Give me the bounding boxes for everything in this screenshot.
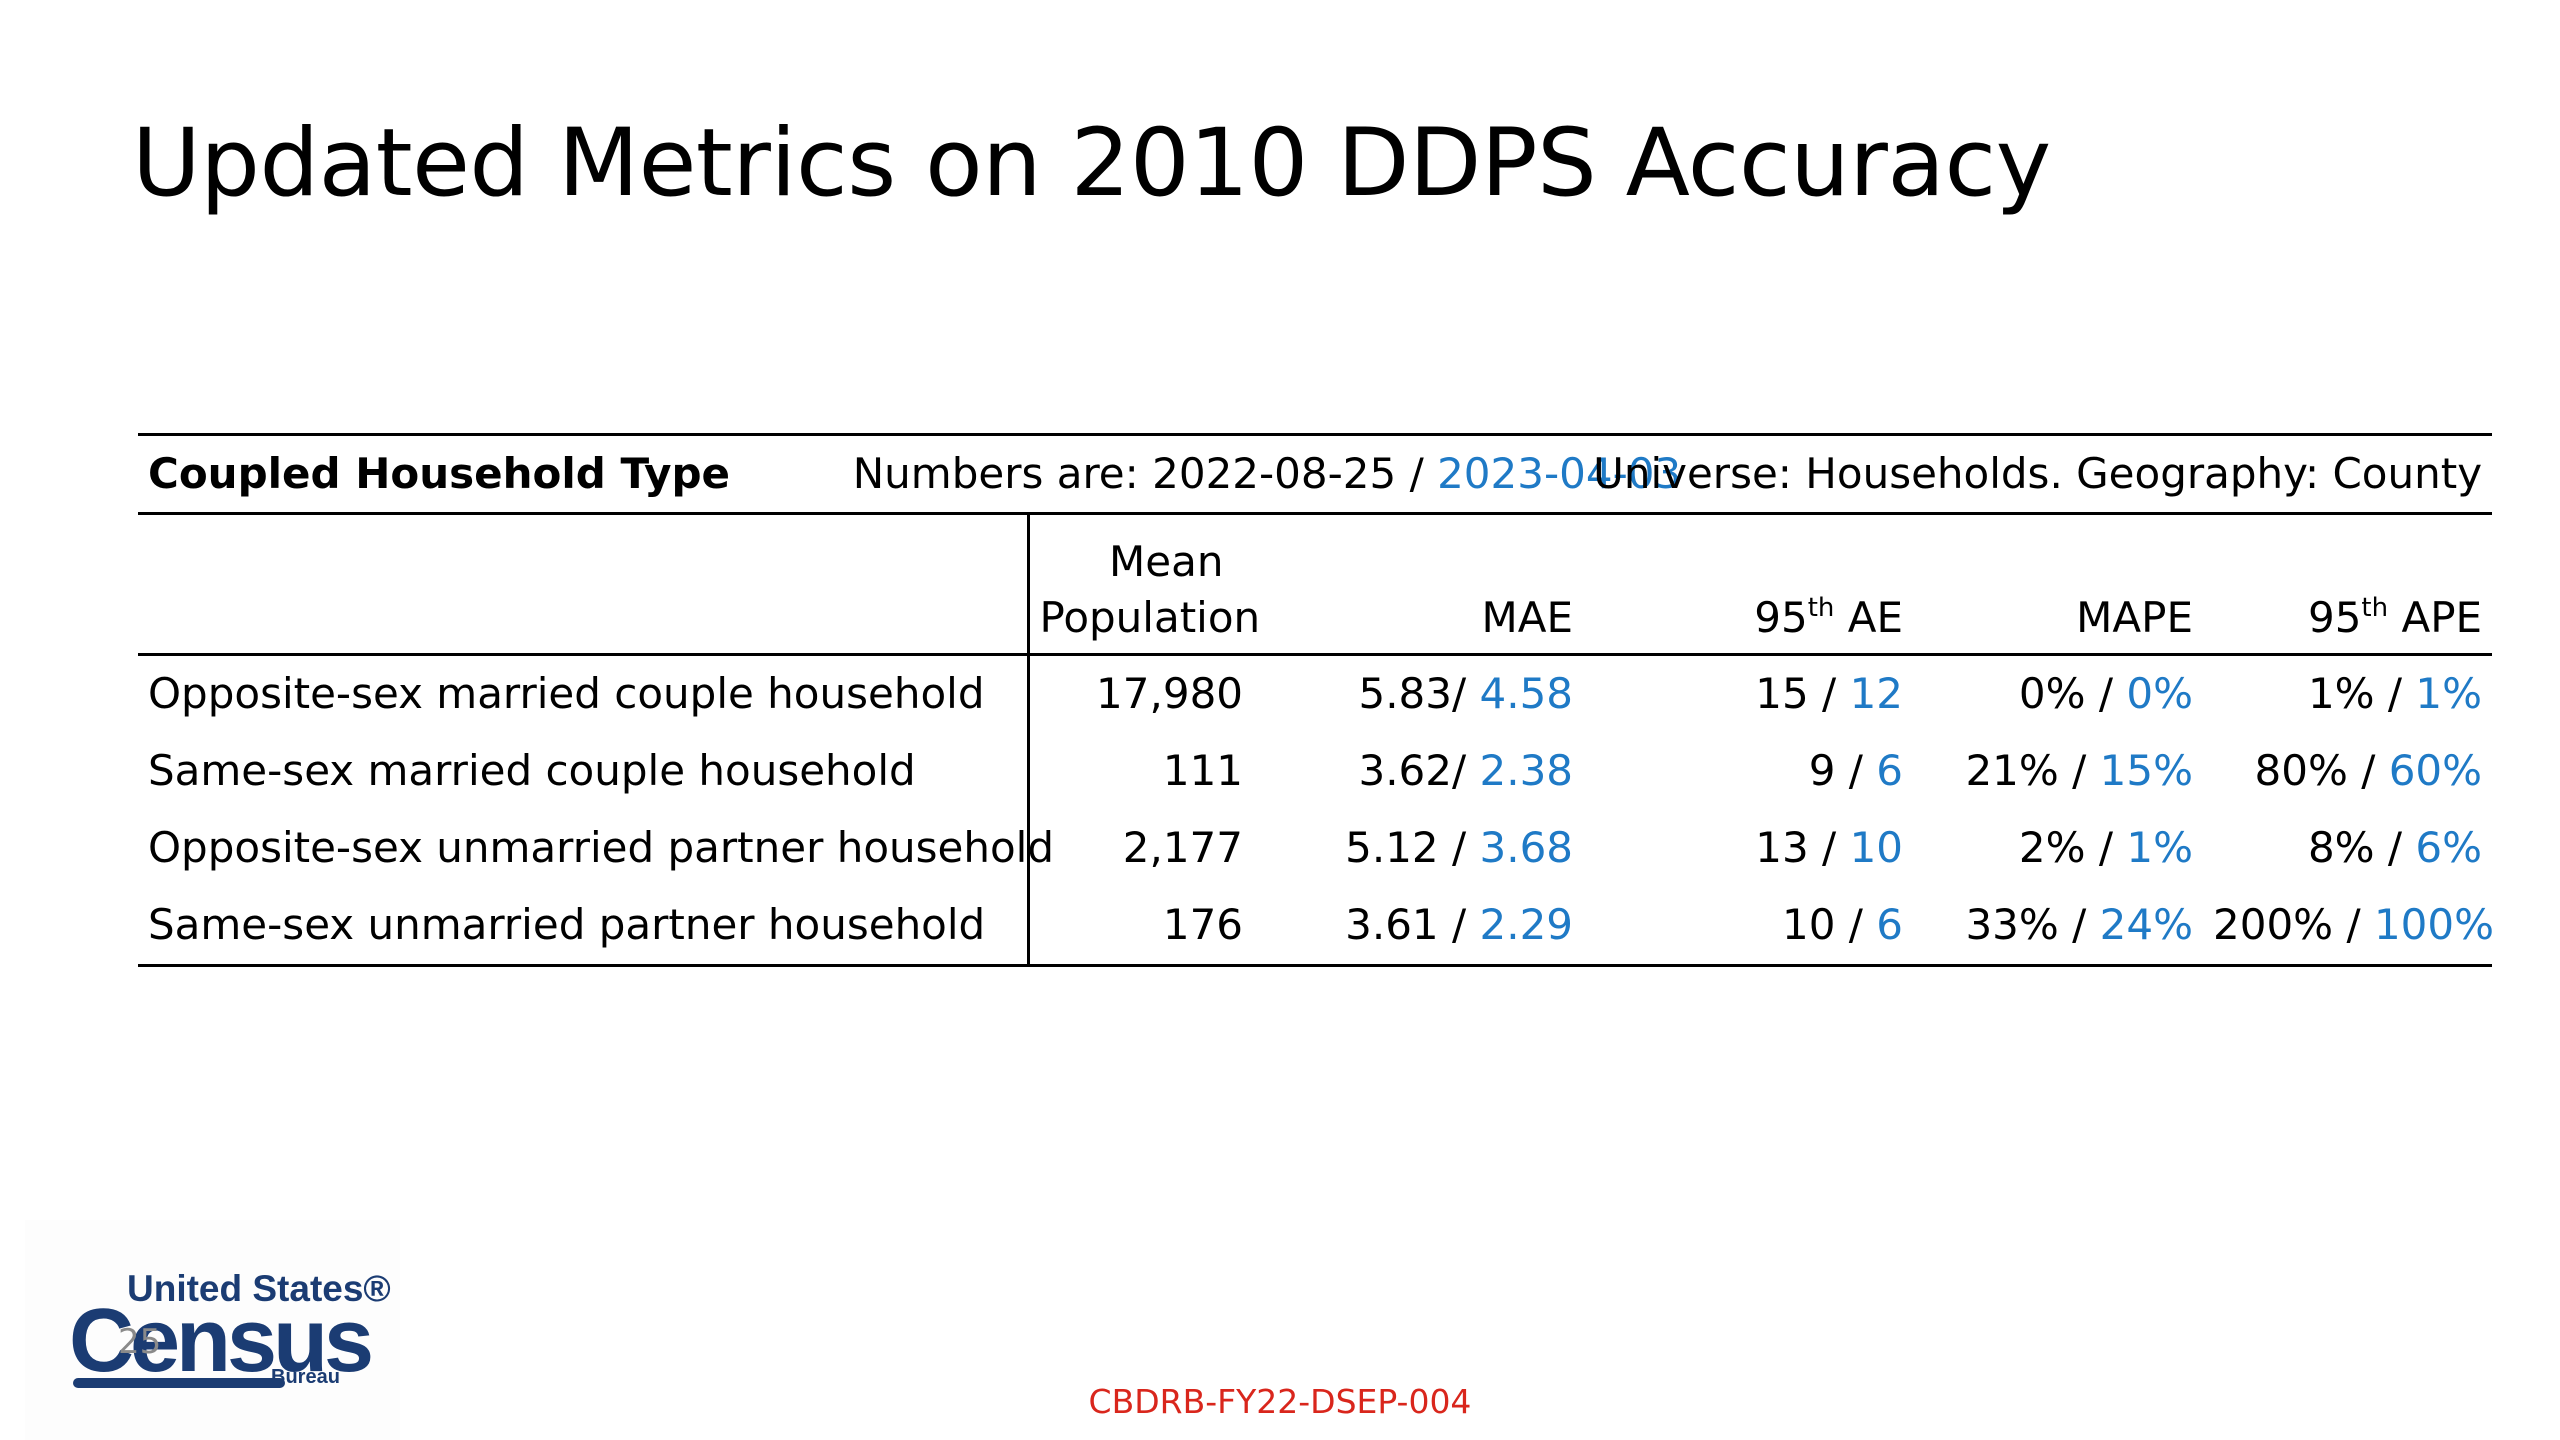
logo-census-text: Census — [69, 1291, 374, 1391]
universe-label: Universe: Households. Geography: County — [1253, 433, 2493, 515]
ape95-superscript: th — [2361, 593, 2389, 624]
logo-bureau-text: Bureau — [271, 1366, 340, 1388]
ae95-old-value: 10 / — [1781, 900, 1877, 950]
mean-population-cell: 111 — [1162, 746, 1244, 796]
column-header-row: Mean Population MAE 95th AE MAPE 95th AP… — [138, 513, 2493, 656]
ape95-cell: 200% / 100% — [2203, 887, 2495, 967]
numbers-are-label: Numbers are: 2022-08-25 / — [852, 448, 1438, 498]
logo-underline-bar — [73, 1378, 285, 1388]
mae-new-value: 2.38 — [1479, 746, 1574, 796]
ape95-old-value: 8% / — [2307, 823, 2416, 873]
mape-old-value: 33% / — [1965, 900, 2100, 950]
mae-cell: 5.12 / 3.68 — [1253, 810, 1583, 887]
ape95-old-value: 80% / — [2254, 746, 2389, 796]
household-type-label: Coupled Household Type — [148, 448, 731, 498]
mape-old-value: 0% / — [2018, 669, 2127, 719]
ae95-superscript: th — [1807, 593, 1835, 624]
slide-title: Updated Metrics on 2010 DDPS Accuracy — [132, 109, 2051, 218]
ape95-old-value: 200% / — [2213, 900, 2374, 950]
ape95-new-value: 100% — [2373, 900, 2495, 950]
mape-cell: 21% / 15% — [1913, 733, 2203, 810]
column-header-mape: MAPE — [1913, 513, 2204, 656]
mape-new-value: 0% — [2126, 669, 2194, 719]
ape95-new-value: 6% — [2415, 823, 2483, 873]
household-type-cell: Same-sex unmarried partner household — [138, 887, 1030, 967]
ape95-cell: 8% / 6% — [2203, 810, 2492, 887]
mape-old-value: 21% / — [1965, 746, 2100, 796]
mae-old-value: 5.83/ — [1358, 669, 1480, 719]
household-type-cell: Same-sex married couple household — [138, 733, 1030, 810]
mape-cell: 2% / 1% — [1913, 810, 2203, 887]
ape95-number: 95 — [2307, 593, 2362, 643]
ae95-old-value: 9 / — [1808, 746, 1877, 796]
table-row: Same-sex unmarried partner household 176… — [138, 887, 2495, 967]
ape95-cell: 1% / 1% — [2203, 655, 2492, 734]
ape95-new-value: 60% — [2388, 746, 2483, 796]
mean-population-cell: 176 — [1028, 887, 1254, 967]
ape95-cell: 80% / 60% — [2203, 733, 2492, 810]
ae95-old-value: 15 / — [1755, 669, 1850, 719]
table-row: Opposite-sex unmarried partner household… — [138, 810, 2492, 887]
mean-label: Mean — [1109, 536, 1224, 586]
household-type-cell: Opposite-sex unmarried partner household — [138, 810, 1054, 887]
mae-old-value: 5.12 / — [1345, 823, 1480, 873]
ape95-label: APE — [2388, 593, 2483, 643]
ae95-label: AE — [1834, 593, 1904, 643]
column-header-95th-ape: 95th APE — [2203, 513, 2493, 656]
mae-cell: 5.83/ 4.58 — [1253, 655, 1583, 734]
mape-new-value: 24% — [2099, 900, 2194, 950]
page-number: 25 — [118, 1322, 162, 1362]
column-header-95th-ae: 95th AE — [1583, 513, 1914, 656]
mae-cell: 3.62/ 2.38 — [1253, 733, 1583, 810]
table-top-header: Coupled Household Type Numbers are: 2022… — [138, 433, 2493, 515]
column-header-type — [138, 513, 1030, 656]
ae95-new-value: 10 — [1849, 823, 1904, 873]
ape95-old-value: 1% / — [2307, 669, 2416, 719]
mae-old-value: 3.61 / — [1345, 900, 1480, 950]
ae95-number: 95 — [1754, 593, 1808, 643]
mape-new-value: 15% — [2099, 746, 2194, 796]
mae-new-value: 3.68 — [1479, 823, 1574, 873]
metrics-table: Coupled Household Type Numbers are: 2022… — [138, 433, 2495, 967]
mean-population-cell: 2,177 — [1122, 823, 1244, 873]
mape-cell: 33% / 24% — [1913, 887, 2204, 967]
population-label: Population — [1039, 593, 1261, 643]
household-type-cell: Opposite-sex married couple household — [138, 654, 1030, 733]
ae95-new-value: 12 — [1849, 669, 1904, 719]
ae95-cell: 13 / 10 — [1583, 810, 1913, 887]
ae95-new-value: 6 — [1876, 746, 1904, 796]
disclosure-approval-number: CBDRB-FY22-DSEP-004 — [1088, 1382, 1472, 1421]
column-header-mean-population: Mean Population — [1028, 513, 1260, 656]
mape-new-value: 1% — [2126, 823, 2194, 873]
mape-cell: 0% / 0% — [1913, 655, 2203, 734]
mean-population-cell: 17,980 — [1096, 669, 1244, 719]
mae-new-value: 2.29 — [1479, 900, 1574, 950]
mae-cell: 3.61 / 2.29 — [1253, 887, 1584, 967]
ae95-new-value: 6 — [1876, 900, 1904, 950]
mae-new-value: 4.58 — [1479, 669, 1574, 719]
ae95-cell: 9 / 6 — [1583, 733, 1913, 810]
mape-old-value: 2% / — [2018, 823, 2127, 873]
ae95-cell: 10 / 6 — [1583, 887, 1914, 967]
logo-united-states-text: United States® — [127, 1268, 391, 1309]
column-header-mae: MAE — [1253, 513, 1584, 656]
header-cell-left: Coupled Household Type Numbers are: 2022… — [138, 433, 1681, 515]
census-bureau-logo: United States® Census Bureau — [25, 1220, 400, 1440]
ae95-old-value: 13 / — [1755, 823, 1850, 873]
table-row: Opposite-sex married couple household 17… — [138, 654, 2492, 734]
ae95-cell: 15 / 12 — [1583, 655, 1913, 734]
table-row: Same-sex married couple household 111 3.… — [138, 733, 2492, 810]
mae-old-value: 3.62/ — [1358, 746, 1480, 796]
ape95-new-value: 1% — [2415, 669, 2483, 719]
